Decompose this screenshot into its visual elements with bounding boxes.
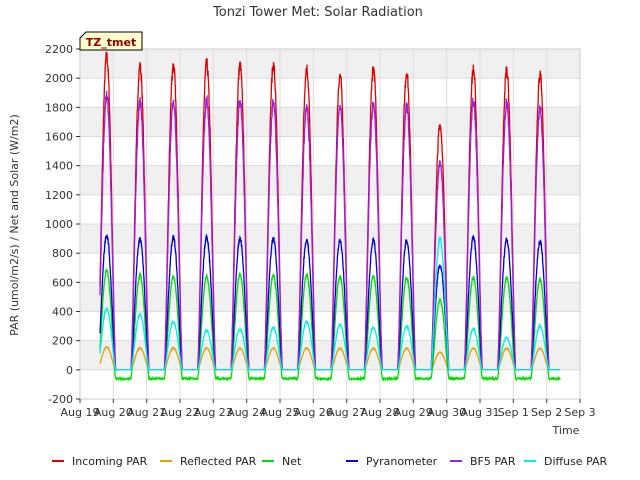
y-tick-label: 1600 xyxy=(45,131,73,144)
y-tick-label: 1200 xyxy=(45,189,73,202)
legend-item-diffuse-par: Diffuse PAR xyxy=(524,455,608,468)
y-tick-label: 2000 xyxy=(45,72,73,85)
x-tick-label: Aug 27 xyxy=(327,406,366,419)
y-axis-label: PAR (umol/m2/s) / Net and Solar (W/m2) xyxy=(8,114,21,336)
x-tick-label: Aug 24 xyxy=(227,406,266,419)
legend-label: Pyranometer xyxy=(366,455,438,468)
y-tick-label: 600 xyxy=(52,276,73,289)
chart-title: Tonzi Tower Met: Solar Radiation xyxy=(212,5,423,20)
badge-box xyxy=(79,31,143,51)
legend-label: Net xyxy=(282,455,302,468)
legend-label: Reflected PAR xyxy=(180,455,257,468)
plot-band xyxy=(80,224,580,254)
plot-band xyxy=(80,282,580,312)
x-tick-label: Aug 31 xyxy=(461,406,500,419)
legend-item-incoming-par: Incoming PAR xyxy=(52,455,148,468)
x-tick-label: Aug 30 xyxy=(427,406,466,419)
x-tick-label: Sep 3 xyxy=(564,406,595,419)
y-tick-label: 1000 xyxy=(45,218,73,231)
y-tick-labels: -200 0 200 400 600 800 1000 1200 1400 1600 1800 200… xyxy=(45,43,80,406)
x-tick-label: Aug 22 xyxy=(161,406,200,419)
x-axis-label: Time xyxy=(552,424,580,437)
badge-label: TZ_tmet xyxy=(86,36,136,49)
x-tick-label: Aug 25 xyxy=(261,406,300,419)
x-tick-label: Aug 19 xyxy=(61,406,100,419)
site-badge: TZ_tmet xyxy=(79,31,143,51)
plot-band xyxy=(80,107,580,137)
plot-band xyxy=(80,340,580,370)
y-tick-label: 1800 xyxy=(45,101,73,114)
y-tick-label: 0 xyxy=(66,364,73,377)
y-tick-label: 1400 xyxy=(45,160,73,173)
plot-band xyxy=(80,49,580,79)
legend: Incoming PAR Reflected PAR Net Pyranometer B… xyxy=(52,455,608,468)
x-tick-label: Aug 21 xyxy=(127,406,166,419)
legend-label: Incoming PAR xyxy=(72,455,148,468)
legend-label: BF5 PAR xyxy=(470,455,516,468)
x-tick-label: Aug 23 xyxy=(194,406,233,419)
series-line-diffuse-par xyxy=(99,236,560,371)
y-tick-label: 400 xyxy=(52,306,73,319)
y-tick-label: 800 xyxy=(52,247,73,260)
series-line-net xyxy=(99,268,561,382)
y-tick-label: 2200 xyxy=(45,43,73,56)
y-tick-label: 200 xyxy=(52,335,73,348)
legend-item-pyranometer: Pyranometer xyxy=(346,455,438,468)
x-tick-label: Aug 20 xyxy=(94,406,133,419)
y-tick-label: -200 xyxy=(48,393,73,406)
x-tick-label: Sep 1 xyxy=(498,406,529,419)
legend-item-bf5-par: BF5 PAR xyxy=(450,455,516,468)
legend-item-reflected-par: Reflected PAR xyxy=(160,455,257,468)
legend-item-net: Net xyxy=(262,455,302,468)
x-tick-label: Sep 2 xyxy=(531,406,562,419)
series-layer xyxy=(99,51,561,382)
x-tick-label: Aug 28 xyxy=(361,406,400,419)
plot-band xyxy=(80,165,580,195)
x-tick-label: Aug 29 xyxy=(394,406,433,419)
legend-label: Diffuse PAR xyxy=(544,455,608,468)
x-tick-label: Aug 26 xyxy=(294,406,333,419)
